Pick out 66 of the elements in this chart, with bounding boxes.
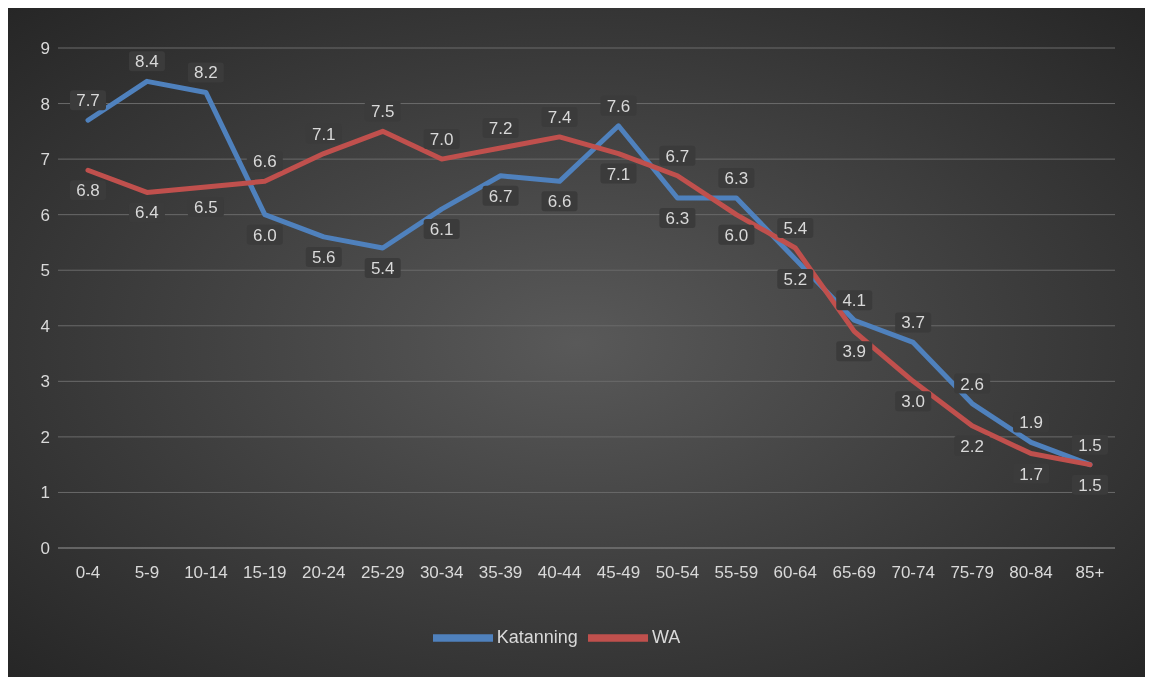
data-label: 6.5: [194, 197, 218, 217]
x-tick-label: 30-34: [419, 563, 464, 583]
y-tick-label: 8: [40, 94, 50, 114]
y-tick-label: 5: [40, 261, 50, 281]
data-label: 1.5: [1078, 435, 1102, 455]
x-tick-label: 55-59: [714, 563, 759, 583]
data-label: 7.7: [76, 91, 100, 111]
x-tick-label: 45-49: [596, 563, 641, 583]
y-tick-label: 1: [40, 483, 50, 503]
x-tick-label: 0-4: [75, 563, 101, 583]
y-tick-label: 0: [40, 539, 50, 559]
data-label: 2.6: [960, 374, 984, 394]
data-label: 2.2: [960, 436, 984, 456]
data-label: 6.4: [135, 203, 159, 223]
x-tick-label: 35-39: [478, 563, 523, 583]
y-tick-label: 3: [40, 372, 50, 392]
data-label: 3.0: [901, 392, 925, 412]
data-label: 3.9: [842, 342, 867, 362]
data-label: 1.5: [1078, 475, 1102, 495]
y-tick-label: 9: [40, 39, 50, 59]
data-label: 5.4: [783, 219, 808, 238]
data-label: 4.1: [842, 291, 867, 311]
legend-label: WA: [651, 626, 681, 647]
x-tick-label: 60-64: [773, 563, 818, 583]
y-tick-label: 2: [40, 427, 50, 447]
data-label: 5.4: [370, 259, 395, 278]
data-label: 7.1: [606, 164, 631, 184]
x-tick-label: 65-69: [832, 563, 876, 583]
data-label: 3.7: [901, 313, 925, 333]
legend-label: Katanning: [496, 626, 578, 647]
data-label: 7.5: [370, 102, 395, 122]
data-label: 7.2: [488, 119, 513, 138]
data-label: 5.2: [783, 270, 808, 290]
data-label: 6.6: [547, 192, 572, 212]
x-tick-label: 5-9: [134, 563, 160, 583]
data-label: 6.3: [665, 209, 690, 228]
x-tick-label: 40-44: [537, 563, 582, 583]
data-label: 8.4: [135, 52, 159, 72]
y-tick-label: 6: [40, 205, 50, 225]
data-label: 6.6: [253, 152, 277, 172]
data-label: 8.2: [194, 63, 218, 83]
x-tick-label: 20-24: [302, 563, 346, 583]
data-label: 6.0: [253, 225, 277, 245]
data-label: 7.1: [311, 124, 336, 144]
x-tick-label: 70-74: [891, 563, 935, 583]
y-tick-label: 4: [40, 316, 50, 336]
data-label: 6.7: [665, 146, 690, 166]
x-tick-label: 80-84: [1009, 563, 1053, 583]
data-label: 7.0: [429, 130, 454, 150]
data-label: 6.3: [724, 169, 749, 188]
data-label: 6.8: [76, 181, 100, 201]
data-label: 5.6: [311, 247, 336, 267]
data-label: 6.1: [429, 220, 454, 240]
data-label: 6.7: [488, 186, 513, 206]
data-label: 7.6: [606, 96, 631, 116]
x-tick-label: 25-29: [360, 563, 405, 583]
data-label: 1.7: [1019, 464, 1043, 484]
x-tick-label: 85+: [1075, 563, 1105, 583]
x-tick-label: 15-19: [243, 563, 287, 583]
x-tick-label: 75-79: [950, 563, 994, 583]
y-tick-label: 7: [40, 150, 50, 170]
x-tick-label: 10-14: [184, 563, 228, 583]
data-label: 7.4: [547, 107, 572, 127]
x-tick-label: 50-54: [655, 563, 700, 583]
data-label: 1.9: [1019, 413, 1043, 433]
data-label: 6.0: [724, 225, 749, 245]
